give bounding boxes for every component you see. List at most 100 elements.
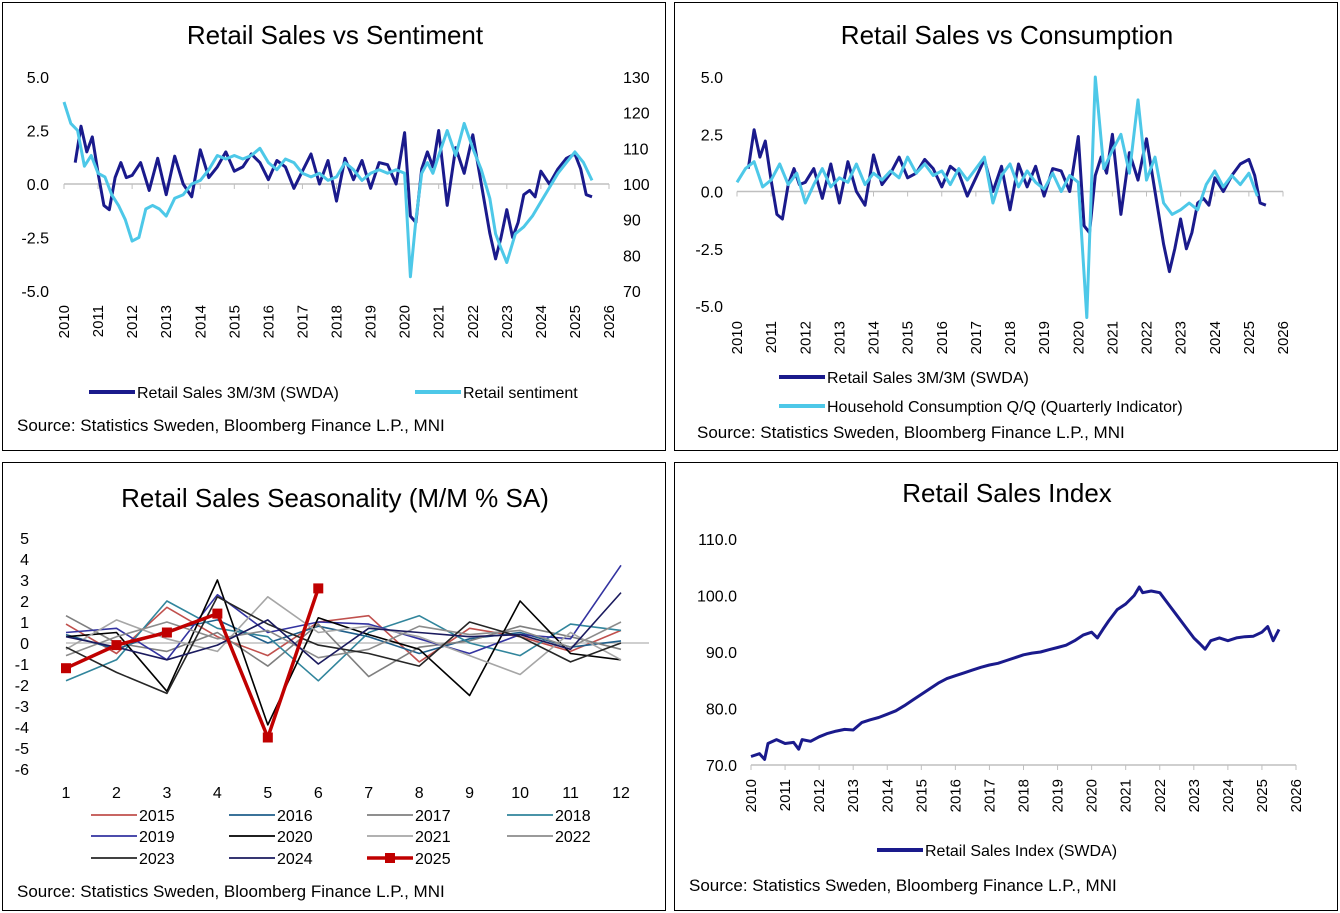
series-line-retail-sales-3m-3m-swda- [746,128,1267,274]
legend-label: Retail Sales Index (SWDA) [925,843,1117,860]
y-tick-label: -5.0 [695,299,723,316]
series-line-retail-sentiment [62,101,594,279]
series-line-2022 [65,621,622,659]
legend-label: 2021 [415,829,451,846]
legend-label: 2017 [415,808,451,825]
y-tick-label: -5.0 [21,284,49,301]
x-tick-label: 8 [415,785,424,802]
legend-label: Household Consumption Q/Q (Quarterly Ind… [827,399,1183,416]
x-tick-label: 2012 [797,321,814,354]
x-tick-label: 2022 [1139,321,1156,354]
y-tick-label: -6 [15,762,29,779]
legend-label: 2023 [139,851,175,868]
series-marker-2025 [161,627,172,638]
x-tick-label: 5 [263,785,272,802]
legend-label: Retail sentiment [463,385,578,402]
chart-consumption: Retail Sales vs Consumption 2010 2011 2012 2… [695,20,1292,442]
y-tick-label: 5.0 [701,70,723,87]
y-tick-label: -2.5 [21,231,49,248]
chart-sentiment: Retail Sales vs Sentiment 2010 2011 2012 201… [17,20,650,435]
series-line-retail-sales-index-swda- [750,585,1281,761]
x-tick-label: 2011 [90,305,107,337]
y2-tick-label: 90 [623,213,641,230]
legend-label: 2018 [555,808,591,825]
x-tick-label: 2026 [1288,779,1305,812]
x-tick-label: 2026 [601,305,618,338]
series-line-2019 [65,564,622,661]
x-tick-label: 2 [112,785,121,802]
x-tick-label: 2011 [763,321,780,353]
chart-seasonality: Retail Sales Seasonality (M/M % SA) 5 4 3 2 1… [15,483,649,901]
chart-title: Retail Sales Index [902,478,1112,508]
x-tick-label: 2017 [981,779,998,812]
x-tick-label: 2014 [192,305,209,338]
series-marker-2025 [313,583,324,594]
x-tick-label: 9 [465,785,474,802]
chart-title: Retail Sales vs Consumption [841,20,1173,50]
y-tick-label: 4 [20,552,29,569]
x-tick-label: 2014 [866,321,883,354]
x-tick-label: 2023 [499,305,516,338]
series-marker-2025 [212,608,223,619]
series-line-household-consumption-q-q-quarterly-indicator- [735,75,1259,319]
x-tick-label: 2021 [431,305,448,338]
x-tick-label: 2013 [158,305,175,338]
legend-label: 2020 [277,829,313,846]
x-tick-label: 2014 [879,779,896,812]
source-note: Source: Statistics Sweden, Bloomberg Fin… [17,416,445,435]
series-marker-2025 [61,663,71,674]
legend-label: 2019 [139,829,175,846]
y-tick-label: -3 [15,699,29,716]
series-line-2020 [65,579,622,726]
y-tick-label: -2.5 [695,242,723,259]
x-tick-label: 2020 [1084,779,1101,812]
legend-label: 2025 [415,851,451,868]
x-tick-label: 2016 [934,321,951,354]
y-tick-label: 1 [20,615,29,632]
y-tick-label: -2 [15,678,29,695]
x-tick-label: 2022 [1152,779,1169,812]
x-tick-label: 2010 [743,779,760,812]
x-tick-label: 7 [364,785,373,802]
x-tick-label: 2022 [465,305,482,338]
source-note: Source: Statistics Sweden, Bloomberg Fin… [17,882,445,901]
x-tick-label: 2024 [533,305,550,338]
x-tick-label: 1 [62,785,71,802]
chart-panel-index: Retail Sales Index 2010 2011 2012 2013 2014 20… [674,462,1338,911]
x-tick-label: 2025 [1241,321,1258,354]
x-tick-label: 2019 [1050,779,1067,812]
x-tick-label: 2013 [845,779,862,812]
x-tick-label: 2015 [900,321,917,354]
y-tick-label: 5.0 [27,70,49,87]
y2-tick-label: 110 [623,141,649,158]
chart-panel-consumption: Retail Sales vs Consumption 2010 2011 2012 2… [674,2,1338,451]
y-tick-label: 3 [20,573,29,590]
source-note: Source: Statistics Sweden, Bloomberg Fin… [689,876,1117,895]
x-tick-label: 2019 [1036,321,1053,354]
y-tick-label: 2.5 [701,127,723,144]
y-tick-label: 110.0 [698,532,737,549]
x-tick-label: 10 [511,785,529,802]
x-tick-label: 2023 [1173,321,1190,354]
x-tick-label: 2010 [56,305,73,338]
x-tick-label: 2015 [913,779,930,812]
series-marker-2025 [262,732,273,743]
chart-panel-sentiment: Retail Sales vs Sentiment 2010 2011 2012 201… [2,2,666,451]
chart-title: Retail Sales vs Sentiment [187,20,484,50]
x-tick-label: 2021 [1104,321,1121,354]
y2-tick-label: 120 [623,106,650,123]
source-note: Source: Statistics Sweden, Bloomberg Fin… [697,423,1125,442]
y-tick-label: 2.5 [27,124,49,141]
x-tick-label: 2013 [831,321,848,354]
series-line-2017 [65,614,622,678]
x-tick-label: 2019 [363,305,380,338]
x-tick-label: 2021 [1118,779,1135,812]
y-tick-label: 80.0 [706,702,737,719]
legend-label: 2015 [139,808,175,825]
x-tick-label: 2016 [260,305,277,338]
y2-tick-label: 100 [623,177,650,194]
x-tick-label: 2026 [1275,321,1292,354]
y-tick-label: 0 [20,636,29,653]
x-tick-label: 2023 [1186,779,1203,812]
x-tick-label: 12 [612,785,630,802]
